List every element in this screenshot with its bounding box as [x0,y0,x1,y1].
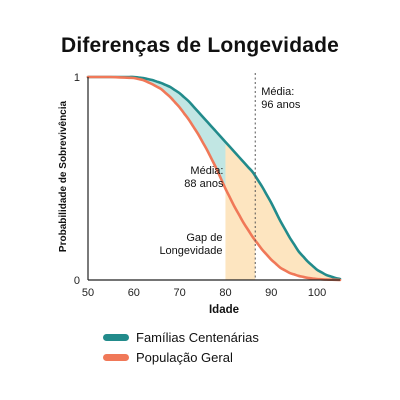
annotation-gap-line: Gap de [186,232,222,244]
annotation-media-96: Média: 96 anos [261,86,301,111]
legend-swatch-populacao-geral [103,354,129,361]
y-tick-label: 1 [74,72,80,84]
legend-swatch-familias-centenarias [103,334,129,341]
chart-title: Diferenças de Longevidade [60,34,340,57]
gap-fill-upper [225,141,340,280]
annotation-gap-line: Longevidade [159,245,222,257]
axes-layer: 50 60 70 80 90 100 0 1 Idade Probabilidade de Sob… [58,72,340,316]
annotation-media-88: Média: 88 anos [184,165,224,190]
legend-label-familias-centenarias: Famílias Centenárias [136,330,259,345]
x-tick-label: 80 [219,287,231,299]
series-line-populacao-geral [86,75,342,282]
x-tick-label: 70 [174,287,186,299]
gap-fill-lower [225,188,256,280]
annotation-media-96-line: Média: [261,86,294,98]
fill-layer [88,77,340,280]
x-tick-label: 50 [82,287,94,299]
y-tick-label: 0 [74,275,80,287]
series-layer [86,75,342,282]
x-tick-label: 90 [265,287,277,299]
annotation-gap: Gap de Longevidade [159,232,222,257]
legend-item-populacao-geral: População Geral [103,350,233,365]
annotation-media-96-line: 96 anos [261,99,301,111]
annotation-media-88-line: Média: [190,165,223,177]
x-tick-label: 100 [308,287,326,299]
legend-item-familias-centenarias: Famílias Centenárias [103,330,259,345]
annotation-media-88-line: 88 anos [184,178,224,190]
x-tick-label: 60 [128,287,140,299]
y-axis-label: Probabilidade de Sobrevivência [58,100,69,252]
x-axis-label: Idade [209,304,239,316]
legend-label-populacao-geral: População Geral [136,350,233,365]
